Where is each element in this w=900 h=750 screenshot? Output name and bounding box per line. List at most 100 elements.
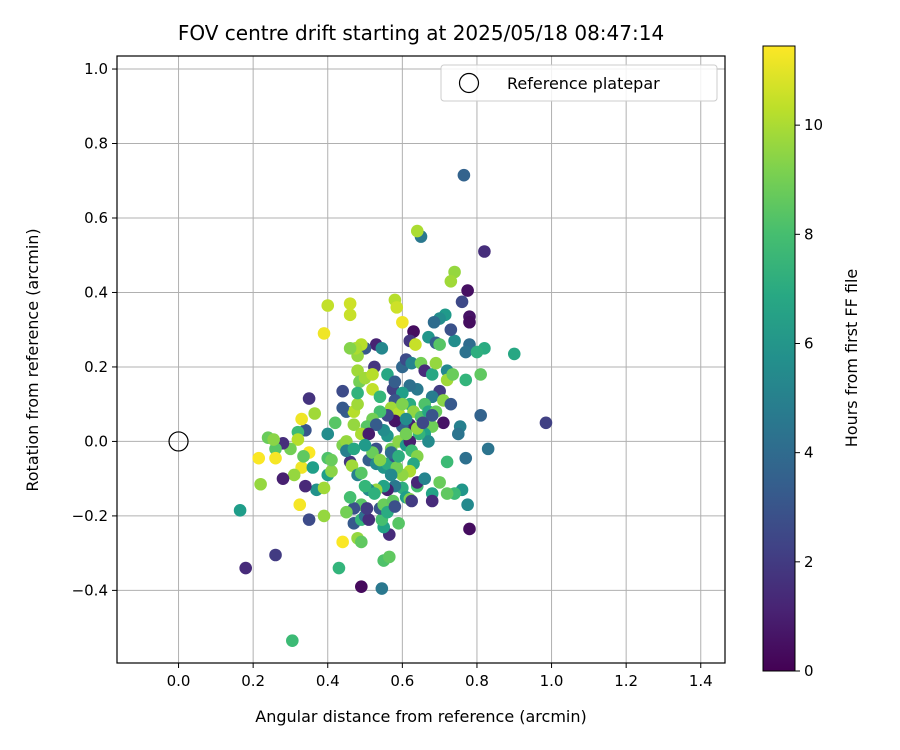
colorbar-ticks: 0 2 4 6 8 10	[795, 116, 823, 680]
x-axis-label: Angular distance from reference (arcmin)	[255, 707, 586, 726]
colorbar-label: Hours from first FF file	[842, 269, 861, 448]
colorbar-tick-label: 4	[804, 444, 814, 462]
y-tick-label: 0.6	[84, 209, 108, 227]
data-point	[433, 338, 446, 351]
data-point	[355, 580, 368, 593]
data-point	[345, 459, 359, 472]
data-point	[425, 494, 439, 508]
data-point	[429, 356, 443, 370]
data-point	[425, 368, 439, 381]
data-point	[392, 517, 405, 530]
y-tick-label: 0.4	[84, 283, 108, 301]
x-tick-label: 1.4	[689, 672, 713, 690]
data-point	[276, 472, 290, 485]
data-point	[396, 397, 409, 411]
data-point	[373, 453, 387, 467]
data-point	[433, 476, 446, 489]
data-point	[360, 502, 374, 515]
data-point	[336, 535, 349, 549]
data-point	[325, 453, 338, 467]
data-point	[321, 299, 335, 312]
data-point	[351, 397, 364, 411]
data-point	[317, 481, 331, 495]
data-point	[299, 479, 312, 493]
data-point	[351, 386, 364, 400]
x-tick-label: 0.2	[241, 672, 265, 690]
data-point	[297, 450, 310, 463]
legend-marker-reference	[458, 72, 480, 94]
data-point	[446, 368, 460, 381]
data-point	[452, 427, 465, 441]
data-point	[336, 401, 349, 415]
data-point	[336, 384, 349, 398]
data-point	[455, 295, 469, 309]
colorbar-tick-label: 8	[804, 225, 814, 243]
data-point	[437, 416, 450, 430]
data-point	[325, 464, 338, 478]
x-tick-label: 1.2	[614, 672, 638, 690]
data-point	[369, 418, 383, 431]
data-point	[373, 390, 387, 404]
data-point	[463, 522, 476, 536]
y-axis-ticks: −0.4 −0.2 0.0 0.2 0.4 0.6 0.8 1.0	[72, 60, 117, 599]
data-point	[461, 498, 474, 512]
data-point	[384, 468, 398, 482]
data-point	[347, 442, 361, 456]
legend-box	[440, 64, 718, 102]
data-point	[461, 284, 474, 297]
data-point	[507, 347, 521, 361]
data-point	[328, 416, 342, 430]
data-point	[362, 427, 376, 441]
x-tick-label: 1.0	[540, 672, 564, 690]
scatter-points	[168, 168, 553, 647]
colorbar-tick-label: 2	[804, 553, 814, 571]
colorbar-tick-label: 6	[804, 334, 814, 352]
data-point	[252, 451, 266, 465]
data-point	[306, 461, 320, 474]
data-point	[392, 450, 405, 463]
data-point	[457, 168, 471, 182]
data-point	[302, 392, 316, 405]
data-point	[410, 224, 424, 238]
data-point	[474, 368, 487, 381]
data-point	[416, 416, 430, 430]
data-point	[321, 427, 335, 441]
data-point	[418, 472, 432, 485]
reference-platepar-marker	[168, 431, 189, 452]
colorbar-gradient	[762, 45, 796, 672]
data-point	[343, 297, 357, 310]
y-tick-label: 1.0	[84, 60, 108, 78]
data-point	[286, 634, 299, 647]
data-point	[375, 342, 389, 355]
y-tick-label: −0.2	[72, 507, 108, 525]
data-point	[302, 513, 316, 526]
data-point	[317, 509, 331, 523]
data-point	[459, 345, 473, 359]
legend: Reference platepar	[440, 64, 718, 102]
data-point	[287, 468, 301, 482]
data-point	[444, 397, 458, 411]
data-point	[539, 416, 553, 430]
legend-label-reference: Reference platepar	[507, 74, 660, 93]
data-point	[293, 498, 307, 512]
data-point	[390, 301, 404, 314]
data-point	[405, 494, 418, 508]
data-point	[317, 327, 331, 340]
data-point	[308, 407, 321, 420]
chart-title: FOV centre drift starting at 2025/05/18 …	[178, 21, 664, 45]
data-point	[382, 550, 396, 564]
colorbar-tick-label: 0	[804, 662, 814, 680]
data-point	[444, 323, 458, 337]
data-point	[375, 582, 389, 595]
data-point	[343, 490, 357, 504]
x-tick-label: 0.4	[316, 672, 340, 690]
data-point	[405, 356, 418, 370]
data-point	[425, 409, 439, 422]
data-point	[295, 412, 308, 426]
grid-lines	[117, 56, 725, 663]
y-tick-label: −0.4	[72, 581, 108, 599]
data-point	[343, 308, 357, 322]
data-point	[239, 561, 252, 575]
data-point	[358, 438, 372, 452]
